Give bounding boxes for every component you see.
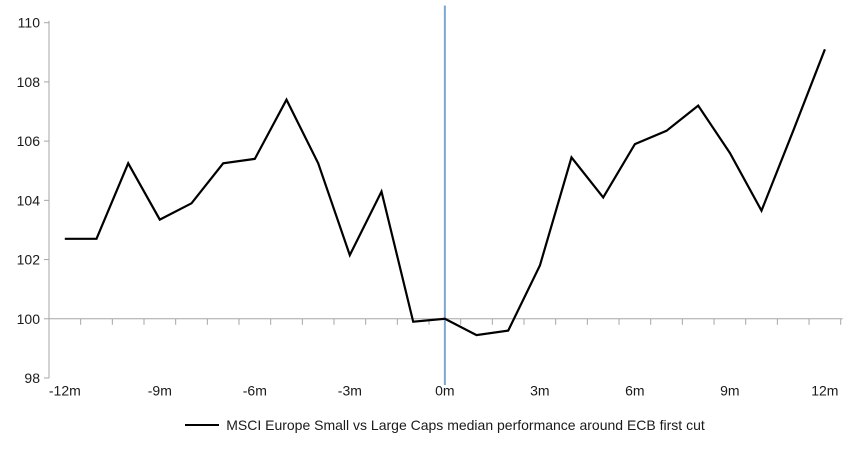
legend: MSCI Europe Small vs Large Caps median p…	[49, 417, 841, 433]
x-tick-label: 0m	[435, 383, 454, 399]
y-tick-label: 108	[17, 74, 41, 90]
legend-label: MSCI Europe Small vs Large Caps median p…	[226, 417, 705, 433]
y-tick-label: 100	[17, 311, 41, 327]
y-tick-label: 110	[18, 15, 41, 31]
series-polyline	[64, 48, 826, 337]
x-tick-label: 12m	[811, 383, 838, 399]
y-tick-label: 104	[17, 192, 41, 208]
x-tick-label: 6m	[625, 383, 644, 399]
x-tick-label: -9m	[148, 383, 172, 399]
series-line	[64, 48, 826, 337]
y-tick-label: 98	[24, 370, 40, 386]
x-tick-label: -6m	[243, 383, 267, 399]
x-tick-label: -3m	[338, 383, 362, 399]
y-tick-label: 102	[17, 252, 41, 268]
x-tick-label: 3m	[530, 383, 549, 399]
y-tick-label: 106	[17, 133, 41, 149]
x-tick-label: -12m	[49, 383, 81, 399]
legend-line-swatch	[185, 424, 220, 426]
x-axis-labels: -12m -9m -6m -3m 0m 3m 6m 9m 12m	[49, 383, 839, 399]
x-tick-label: 9m	[720, 383, 739, 399]
y-axis: 98 100 102 104 106 108 110	[17, 15, 50, 386]
